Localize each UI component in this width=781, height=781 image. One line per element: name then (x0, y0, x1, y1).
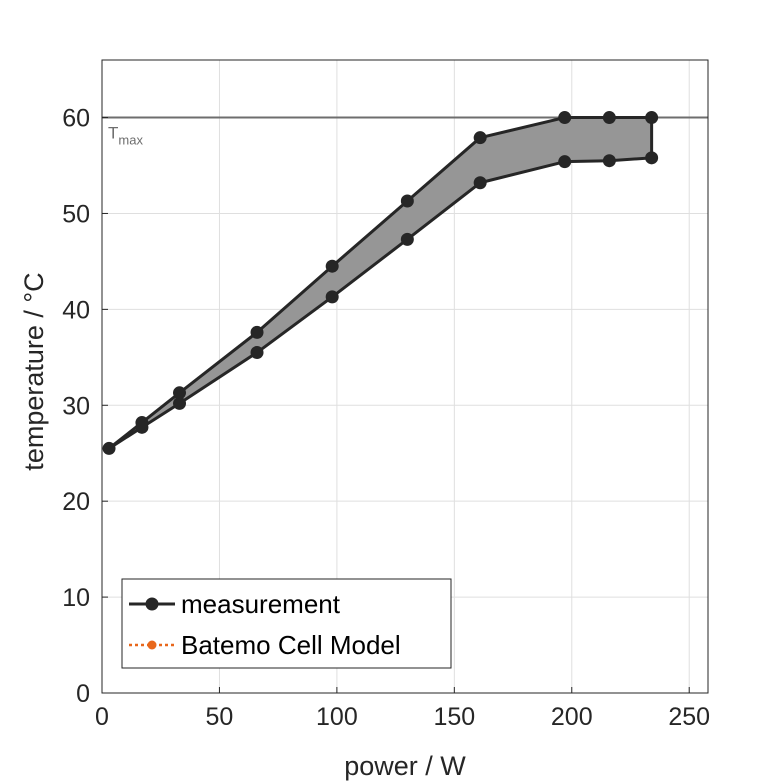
y-tick-label-30: 30 (62, 392, 90, 420)
x-tick-label-50: 50 (206, 703, 234, 731)
x-axis-label: power / W (344, 751, 466, 781)
tmax-annotation: Tmax (108, 124, 143, 148)
tmax-annotation-main: T (108, 124, 118, 143)
measurement-point-lower-7 (558, 155, 572, 169)
legend-box (121, 578, 452, 669)
x-tick-label-100: 100 (316, 703, 358, 731)
measurement-point-lower-3 (250, 346, 264, 360)
measurement-point-upper-7 (558, 111, 572, 125)
measurement-point-upper-2 (173, 386, 187, 400)
y-tick-label-60: 60 (62, 105, 90, 133)
measurement-point-lower-6 (473, 176, 487, 190)
measurement-point-upper-5 (400, 194, 414, 208)
x-tick-label-150: 150 (433, 703, 475, 731)
legend: measurement Batemo Cell Model (121, 578, 452, 669)
measurement-band (109, 117, 652, 449)
band-layer (109, 117, 652, 449)
plot-frame (101, 59, 709, 694)
measurement-point-lower-8 (602, 154, 616, 168)
measurement-point-lower-2 (173, 396, 187, 410)
x-tick-label-200: 200 (551, 703, 593, 731)
measurement-upper-line (108, 116, 652, 450)
measurement-point-upper-4 (325, 259, 339, 273)
series-point-layer (102, 111, 659, 455)
legend-entry-measurement: measurement (181, 589, 341, 619)
y-tick-label-0: 0 (76, 680, 90, 708)
measurement-lower-line (108, 156, 652, 450)
y-tick-label-10: 10 (62, 584, 90, 612)
legend-marker-batemo (147, 640, 157, 650)
x-tick-label-250: 250 (668, 703, 710, 731)
measurement-point-upper-9 (645, 111, 659, 125)
x-tick-label-0: 0 (95, 703, 109, 731)
x-tick-layer: 0 50 100 150 200 250 (95, 687, 710, 731)
y-tick-label-20: 20 (62, 488, 90, 516)
measurement-point-lower-5 (400, 232, 414, 246)
tmax-annotation-sub: max (118, 133, 143, 148)
legend-marker-measurement (145, 597, 159, 611)
y-tick-label-40: 40 (62, 296, 90, 324)
y-tick-layer: 0 10 20 30 40 50 60 (62, 105, 108, 708)
y-axis-label: temperature / °C (19, 272, 49, 470)
legend-entry-batemo: Batemo Cell Model (181, 630, 401, 660)
measurement-point-upper-0 (102, 441, 116, 455)
y-tick-label-50: 50 (62, 200, 90, 228)
measurement-point-upper-8 (602, 111, 616, 125)
measurement-point-lower-4 (325, 290, 339, 304)
measurement-point-lower-1 (135, 420, 149, 434)
measurement-point-upper-6 (473, 131, 487, 145)
measurement-point-lower-9 (645, 151, 659, 165)
measurement-point-upper-3 (250, 325, 264, 339)
series-line-layer (108, 116, 654, 450)
